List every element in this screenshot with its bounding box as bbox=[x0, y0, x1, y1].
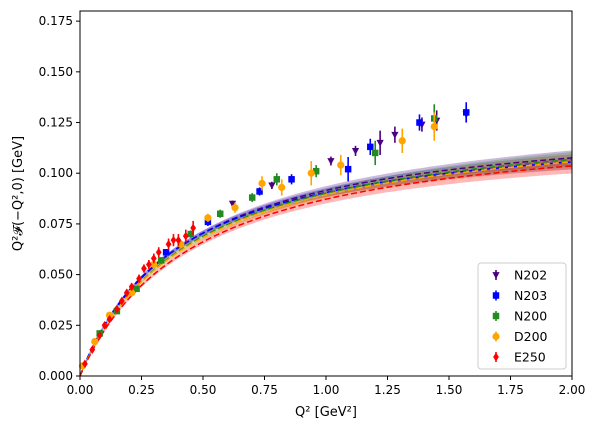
point-e250 bbox=[150, 254, 157, 263]
y-tick-label: 0.150 bbox=[39, 65, 73, 79]
legend-label-n203: N203 bbox=[514, 288, 547, 303]
x-tick-label: 2.00 bbox=[559, 383, 586, 397]
x-tick-label: 1.50 bbox=[436, 383, 463, 397]
point-n202 bbox=[391, 131, 399, 139]
point-n200 bbox=[133, 285, 140, 293]
point-n200 bbox=[312, 167, 320, 175]
point-e250 bbox=[190, 223, 197, 233]
y-tick-label: 0.025 bbox=[39, 318, 73, 332]
point-n200 bbox=[216, 210, 224, 218]
point-n202 bbox=[327, 158, 335, 166]
y-tick-label: 0.000 bbox=[39, 369, 73, 383]
x-tick-label: 0.75 bbox=[251, 383, 278, 397]
y-tick-label: 0.100 bbox=[39, 166, 73, 180]
point-e250 bbox=[175, 235, 182, 245]
point-n202 bbox=[268, 182, 276, 190]
point-n200 bbox=[248, 194, 256, 201]
legend-label-n200: N200 bbox=[514, 309, 547, 324]
legend-marker-d200 bbox=[492, 332, 500, 341]
point-e250 bbox=[136, 274, 142, 283]
data-points bbox=[78, 102, 470, 370]
legend-marker-n203 bbox=[492, 292, 500, 299]
fit-curve-n200 bbox=[79, 158, 573, 377]
point-n200 bbox=[371, 149, 379, 157]
legend-marker-e250 bbox=[493, 352, 499, 362]
point-n202 bbox=[228, 200, 237, 208]
point-d200 bbox=[231, 204, 239, 212]
point-n200 bbox=[187, 230, 194, 238]
point-d200 bbox=[204, 214, 212, 222]
point-e250 bbox=[96, 331, 103, 340]
point-n200 bbox=[157, 257, 165, 264]
x-axis-label: Q² [GeV²] bbox=[295, 405, 357, 420]
point-n203 bbox=[162, 249, 170, 256]
point-e250 bbox=[101, 320, 108, 330]
point-e250 bbox=[146, 260, 152, 269]
point-e250 bbox=[165, 239, 172, 249]
legend: N202 N203 N200 D200 E250 bbox=[477, 262, 567, 370]
point-e250 bbox=[128, 282, 135, 292]
fit-band-n200 bbox=[80, 152, 572, 377]
legend-label-d200: D200 bbox=[514, 329, 548, 344]
y-tick-label: 0.175 bbox=[39, 14, 73, 28]
point-n203 bbox=[367, 143, 374, 151]
legend-label-n202: N202 bbox=[514, 268, 547, 283]
point-d200 bbox=[337, 161, 345, 169]
point-e250 bbox=[118, 296, 125, 306]
point-d200 bbox=[150, 260, 158, 269]
point-d200 bbox=[307, 169, 315, 177]
x-tick-label: 1.25 bbox=[374, 383, 401, 397]
fit-curve-d200 bbox=[79, 161, 573, 377]
point-e250 bbox=[170, 235, 177, 245]
point-d200 bbox=[278, 183, 286, 192]
x-axis-ticks: 0.00 0.25 0.50 0.75 1.00 1.25 1.50 1.75 2.00 bbox=[67, 376, 586, 397]
point-n203 bbox=[344, 165, 352, 173]
x-tick-label: 1.00 bbox=[313, 383, 340, 397]
legend-box bbox=[477, 262, 567, 370]
fit-band-e250 bbox=[80, 158, 572, 377]
y-tick-label: 0.125 bbox=[39, 116, 73, 130]
point-e250 bbox=[114, 304, 120, 314]
y-tick-label: 0.050 bbox=[39, 268, 73, 282]
x-tick-label: 0.00 bbox=[67, 383, 94, 397]
point-d200 bbox=[430, 122, 438, 131]
x-tick-label: 0.25 bbox=[128, 383, 155, 397]
point-e250 bbox=[155, 247, 162, 257]
point-e250 bbox=[123, 288, 130, 298]
legend-marker-n200 bbox=[492, 312, 500, 320]
point-e250 bbox=[141, 264, 147, 273]
x-tick-label: 0.50 bbox=[190, 383, 217, 397]
legend-marker-n202 bbox=[492, 272, 500, 279]
x-tick-label: 1.75 bbox=[497, 383, 524, 397]
y-axis-label: Q²𝓕(−Q²,0) [GeV] bbox=[11, 136, 26, 251]
point-e250 bbox=[89, 345, 96, 354]
point-n203 bbox=[416, 119, 423, 126]
point-n203 bbox=[288, 176, 295, 183]
point-e250 bbox=[82, 359, 88, 369]
point-e250 bbox=[106, 314, 113, 324]
point-n202 bbox=[351, 148, 360, 155]
point-n200 bbox=[273, 176, 281, 183]
point-n202 bbox=[376, 139, 384, 147]
y-tick-label: 0.075 bbox=[39, 217, 73, 231]
point-d200 bbox=[128, 289, 136, 297]
legend-label-e250: E250 bbox=[514, 350, 546, 365]
fit-curve-e250 bbox=[79, 165, 573, 377]
point-d200 bbox=[258, 179, 266, 187]
y-axis-ticks: 0.000 0.025 0.050 0.075 0.100 0.125 0.150 0.175 bbox=[39, 14, 80, 383]
point-d200 bbox=[91, 337, 99, 346]
point-d200 bbox=[398, 137, 406, 145]
point-e250 bbox=[182, 231, 189, 241]
point-n203 bbox=[256, 188, 263, 195]
point-n203 bbox=[462, 109, 470, 116]
